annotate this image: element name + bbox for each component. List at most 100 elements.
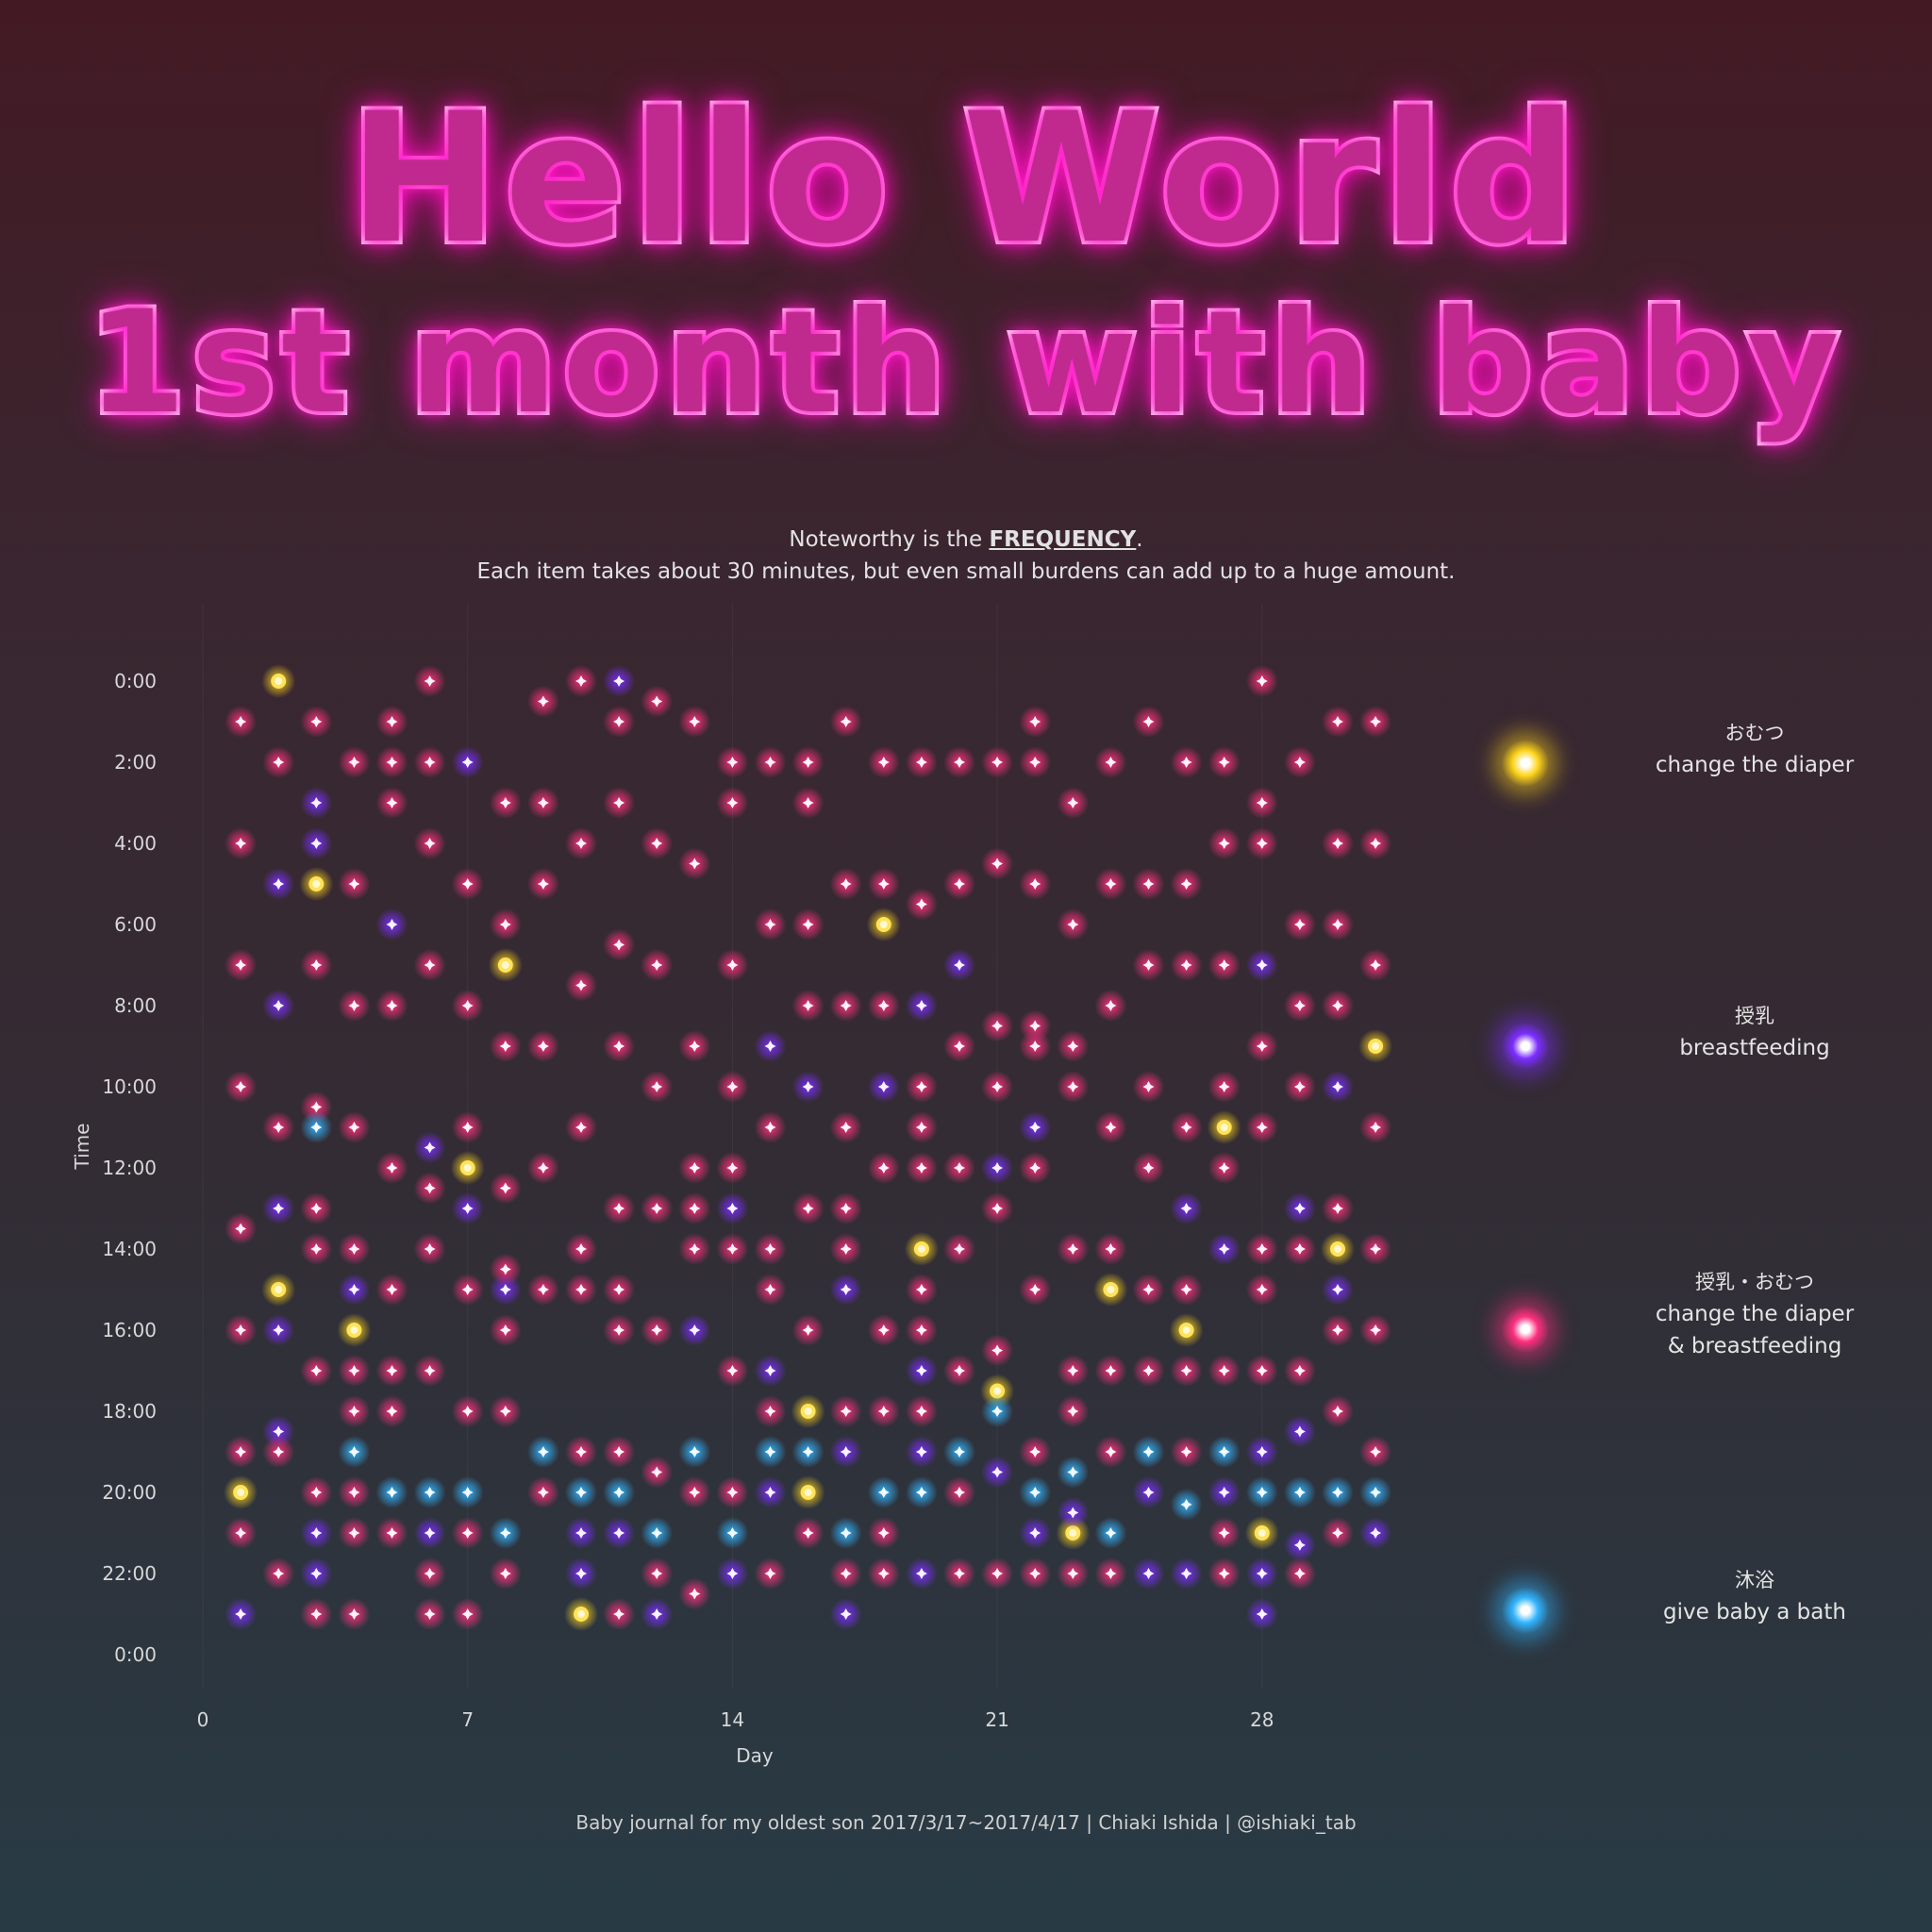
point-both — [829, 1557, 862, 1590]
subtitle-line-2: Each item takes about 30 minutes, but ev… — [476, 559, 1456, 584]
y-tick-label: 0:00 — [114, 1643, 157, 1666]
point-feed — [1019, 1111, 1052, 1143]
point-diaper — [337, 1313, 372, 1347]
point-both — [451, 990, 484, 1022]
point-both — [829, 1192, 862, 1224]
point-both — [413, 1172, 446, 1205]
point-diaper — [261, 664, 296, 698]
y-tick-label: 6:00 — [114, 913, 157, 936]
point-diaper — [1093, 1273, 1128, 1307]
point-both — [489, 1557, 522, 1590]
legend-text-feed: 授乳 breastfeeding — [1604, 1000, 1906, 1064]
point-both — [1094, 1355, 1127, 1387]
point-both — [451, 1517, 484, 1549]
point-both — [641, 827, 674, 859]
point-feed — [451, 746, 484, 778]
legend-item-both: 授乳・おむつ change the diaper & breastfeeding — [1472, 1266, 1906, 1389]
point-both — [451, 1395, 484, 1427]
point-diaper — [299, 867, 334, 901]
point-bath — [1170, 1488, 1203, 1521]
point-both — [338, 1598, 371, 1630]
point-feed — [338, 1274, 371, 1306]
point-both — [1208, 1557, 1241, 1590]
point-feed — [1283, 1192, 1316, 1224]
point-feed — [1245, 1598, 1278, 1630]
point-both — [678, 1152, 711, 1184]
point-both — [678, 1192, 711, 1224]
x-axis-label: Day — [736, 1744, 774, 1767]
legend-en-both-2: & breastfeeding — [1667, 1334, 1842, 1358]
point-both — [1019, 1557, 1052, 1590]
point-feed — [829, 1436, 862, 1468]
point-both — [981, 746, 1014, 778]
point-both — [1132, 706, 1165, 738]
point-both — [225, 706, 258, 738]
point-both — [413, 1233, 446, 1265]
point-both — [375, 1355, 408, 1387]
point-both — [1283, 1355, 1316, 1387]
point-both — [489, 1253, 522, 1286]
point-both — [1245, 1233, 1278, 1265]
point-bath — [1019, 1476, 1052, 1508]
point-both — [943, 1152, 975, 1184]
y-tick-label: 18:00 — [102, 1400, 157, 1423]
point-both — [1245, 665, 1278, 697]
point-bath — [791, 1436, 824, 1468]
point-feed — [413, 1517, 446, 1549]
legend-en-feed: breastfeeding — [1679, 1036, 1830, 1060]
legend-text-bath: 沐浴 give baby a bath — [1604, 1564, 1906, 1628]
point-feed — [754, 1355, 787, 1387]
point-both — [338, 1476, 371, 1508]
point-both — [981, 1192, 1014, 1224]
point-both — [641, 1456, 674, 1489]
point-feed — [905, 1355, 938, 1387]
point-both — [867, 868, 900, 900]
point-both — [1170, 868, 1203, 900]
point-both — [1359, 1233, 1392, 1265]
point-feed — [829, 1274, 862, 1306]
point-bath — [1208, 1436, 1241, 1468]
point-feed — [1208, 1476, 1241, 1508]
point-both — [1322, 990, 1354, 1022]
point-both — [603, 1314, 636, 1346]
point-both — [678, 1577, 711, 1610]
point-both — [829, 868, 862, 900]
point-both — [943, 1233, 975, 1265]
point-both — [565, 1111, 597, 1143]
point-both — [338, 1111, 371, 1143]
point-both — [603, 1030, 636, 1062]
point-both — [526, 868, 559, 900]
point-both — [526, 685, 559, 718]
point-both — [375, 1395, 408, 1427]
point-both — [603, 1598, 636, 1630]
point-both — [867, 1557, 900, 1590]
point-diaper — [1169, 1313, 1204, 1347]
point-both — [905, 1071, 938, 1103]
point-both — [641, 1192, 674, 1224]
point-both — [905, 1111, 938, 1143]
point-feed — [1283, 1528, 1316, 1561]
point-both — [791, 1314, 824, 1346]
point-both — [1019, 868, 1052, 900]
point-feed — [262, 1314, 295, 1346]
point-both — [225, 827, 258, 859]
legend-en-both-1: change the diaper — [1655, 1302, 1855, 1326]
point-both — [225, 1517, 258, 1549]
point-feed — [375, 908, 408, 941]
point-diaper — [904, 1232, 939, 1266]
point-feed — [754, 1030, 787, 1062]
point-both — [905, 1395, 938, 1427]
point-feed — [1170, 1557, 1203, 1590]
point-both — [1359, 949, 1392, 981]
point-both — [1322, 908, 1354, 941]
point-bath — [603, 1476, 636, 1508]
point-feed — [1245, 1557, 1278, 1590]
point-both — [1322, 1314, 1354, 1346]
legend-en-diaper: change the diaper — [1655, 753, 1855, 777]
point-both — [791, 1192, 824, 1224]
point-both — [1132, 949, 1165, 981]
point-both — [262, 1111, 295, 1143]
point-bath — [375, 1476, 408, 1508]
point-both — [1057, 1071, 1090, 1103]
point-both — [1132, 1355, 1165, 1387]
